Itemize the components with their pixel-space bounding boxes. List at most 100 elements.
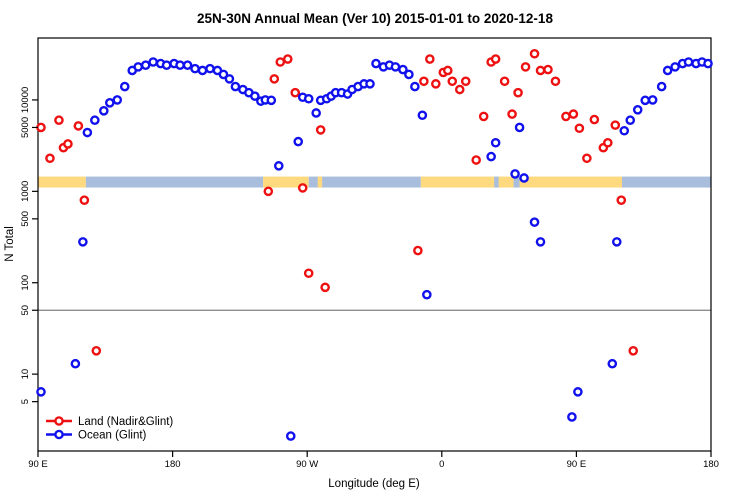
land-point <box>36 122 46 133</box>
x-tick-label: 90 W <box>296 459 318 470</box>
ocean-point <box>417 110 428 121</box>
land-point <box>603 137 613 148</box>
land-point <box>550 76 561 87</box>
legend: Land (Nadir&Glint) Ocean (Glint) <box>46 416 173 442</box>
land-point <box>413 245 423 256</box>
band-segment-ocean <box>85 176 264 188</box>
ocean-point <box>529 217 540 227</box>
ocean-point <box>161 60 172 70</box>
ocean-point <box>224 74 235 84</box>
y-tick-label: 5 <box>20 399 31 404</box>
ocean-point <box>640 95 650 106</box>
ocean-point <box>133 62 144 72</box>
ocean-point <box>303 93 314 104</box>
land-point <box>454 84 465 95</box>
land-point <box>320 282 330 293</box>
land-point <box>45 153 55 164</box>
ocean-point <box>285 431 296 441</box>
y-tick-label: 1000 <box>20 181 31 202</box>
x-tick-label: 90 E <box>28 459 48 470</box>
legend-label: Ocean (Glint) <box>78 430 147 442</box>
ocean-point <box>197 65 208 76</box>
ocean-point <box>410 81 420 92</box>
ocean-point <box>78 237 88 247</box>
land-point <box>73 121 84 131</box>
ocean-point <box>683 57 694 67</box>
y-tick-label: 10 <box>20 369 31 380</box>
land-point <box>471 155 481 165</box>
land-point <box>63 139 73 149</box>
land-ocean-band <box>38 176 711 188</box>
ocean-point <box>703 58 713 69</box>
land-point <box>589 114 600 125</box>
ocean-point <box>90 115 100 126</box>
y-axis: 5 10 50 100 500 1000 5000 10000 <box>20 87 38 404</box>
ocean-point <box>607 358 618 369</box>
ocean-point <box>567 412 577 422</box>
ocean-point <box>514 122 525 133</box>
land-point <box>303 268 314 279</box>
land-point <box>79 195 90 205</box>
ocean-point <box>611 237 622 247</box>
ocean-point <box>140 60 151 70</box>
land-point <box>507 109 517 119</box>
land-point <box>442 65 453 76</box>
land-point <box>275 57 286 67</box>
land-point <box>290 87 301 98</box>
land-point <box>513 87 523 98</box>
ocean-point <box>619 125 630 136</box>
land-point <box>419 76 429 87</box>
band-segment-ocean <box>308 176 421 188</box>
data-points <box>36 48 713 441</box>
ocean-point <box>519 173 529 183</box>
ocean-point <box>632 104 643 115</box>
land-point <box>478 111 489 122</box>
ocean-point <box>311 108 321 118</box>
ocean-point <box>365 79 375 89</box>
ocean-point <box>70 358 81 369</box>
y-tick-label: 500 <box>20 211 31 227</box>
ocean-point <box>266 95 277 106</box>
band-segment-ocean <box>513 176 520 188</box>
ocean-point <box>390 62 401 72</box>
y-axis-title: N Total <box>4 226 16 262</box>
land-point <box>574 123 585 134</box>
land-point <box>582 153 592 164</box>
ocean-point <box>647 95 658 105</box>
ocean-point <box>182 60 193 70</box>
ocean-point <box>510 169 520 179</box>
ocean-point <box>293 136 304 147</box>
band-segment-land <box>317 176 323 188</box>
land-point <box>263 186 274 197</box>
legend-marker <box>54 429 64 440</box>
ocean-point <box>398 64 408 75</box>
land-point <box>91 346 102 356</box>
land-point <box>561 111 571 122</box>
ocean-point <box>230 81 241 92</box>
ocean-point <box>625 115 636 126</box>
ocean-point <box>104 98 115 108</box>
chart-title: 25N-30N Annual Mean (Ver 10) 2015-01-01 … <box>197 11 553 26</box>
land-point <box>616 195 627 205</box>
ocean-point <box>662 65 673 76</box>
ocean-point <box>371 58 381 69</box>
ocean-point <box>112 95 123 105</box>
x-axis: 90 E 180 90 W 0 90 E 180 <box>28 451 719 470</box>
ocean-point <box>490 137 501 148</box>
band-segment-ocean <box>622 176 711 188</box>
x-tick-label: 0 <box>439 459 444 470</box>
land-point <box>425 54 435 64</box>
land-point <box>282 54 293 64</box>
y-tick-label: 100 <box>20 275 31 291</box>
land-point <box>543 64 553 75</box>
ocean-point <box>205 63 215 74</box>
band-segment-land <box>38 176 86 188</box>
land-point <box>529 48 540 59</box>
land-point <box>490 54 501 64</box>
ocean-point <box>36 387 46 397</box>
land-point <box>431 79 441 89</box>
y-tick-label: 5000 <box>20 117 31 138</box>
ocean-point <box>404 69 414 80</box>
ocean-point <box>175 60 185 70</box>
